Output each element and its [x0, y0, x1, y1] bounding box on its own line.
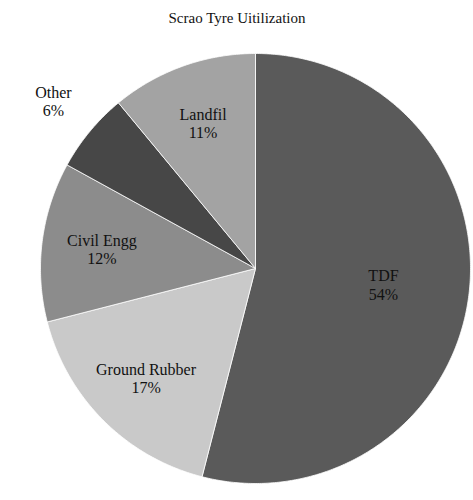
svg-text:Scrao Tyre Uitilization: Scrao Tyre Uitilization	[169, 10, 306, 26]
svg-text:Ground Rubber17%: Ground Rubber17%	[96, 361, 197, 396]
svg-text:TDF54%: TDF54%	[368, 267, 398, 302]
svg-text:Landfil11%: Landfil11%	[180, 106, 228, 141]
svg-text:Civil Engg12%: Civil Engg12%	[67, 232, 137, 267]
svg-text:Other6%: Other6%	[35, 84, 72, 119]
